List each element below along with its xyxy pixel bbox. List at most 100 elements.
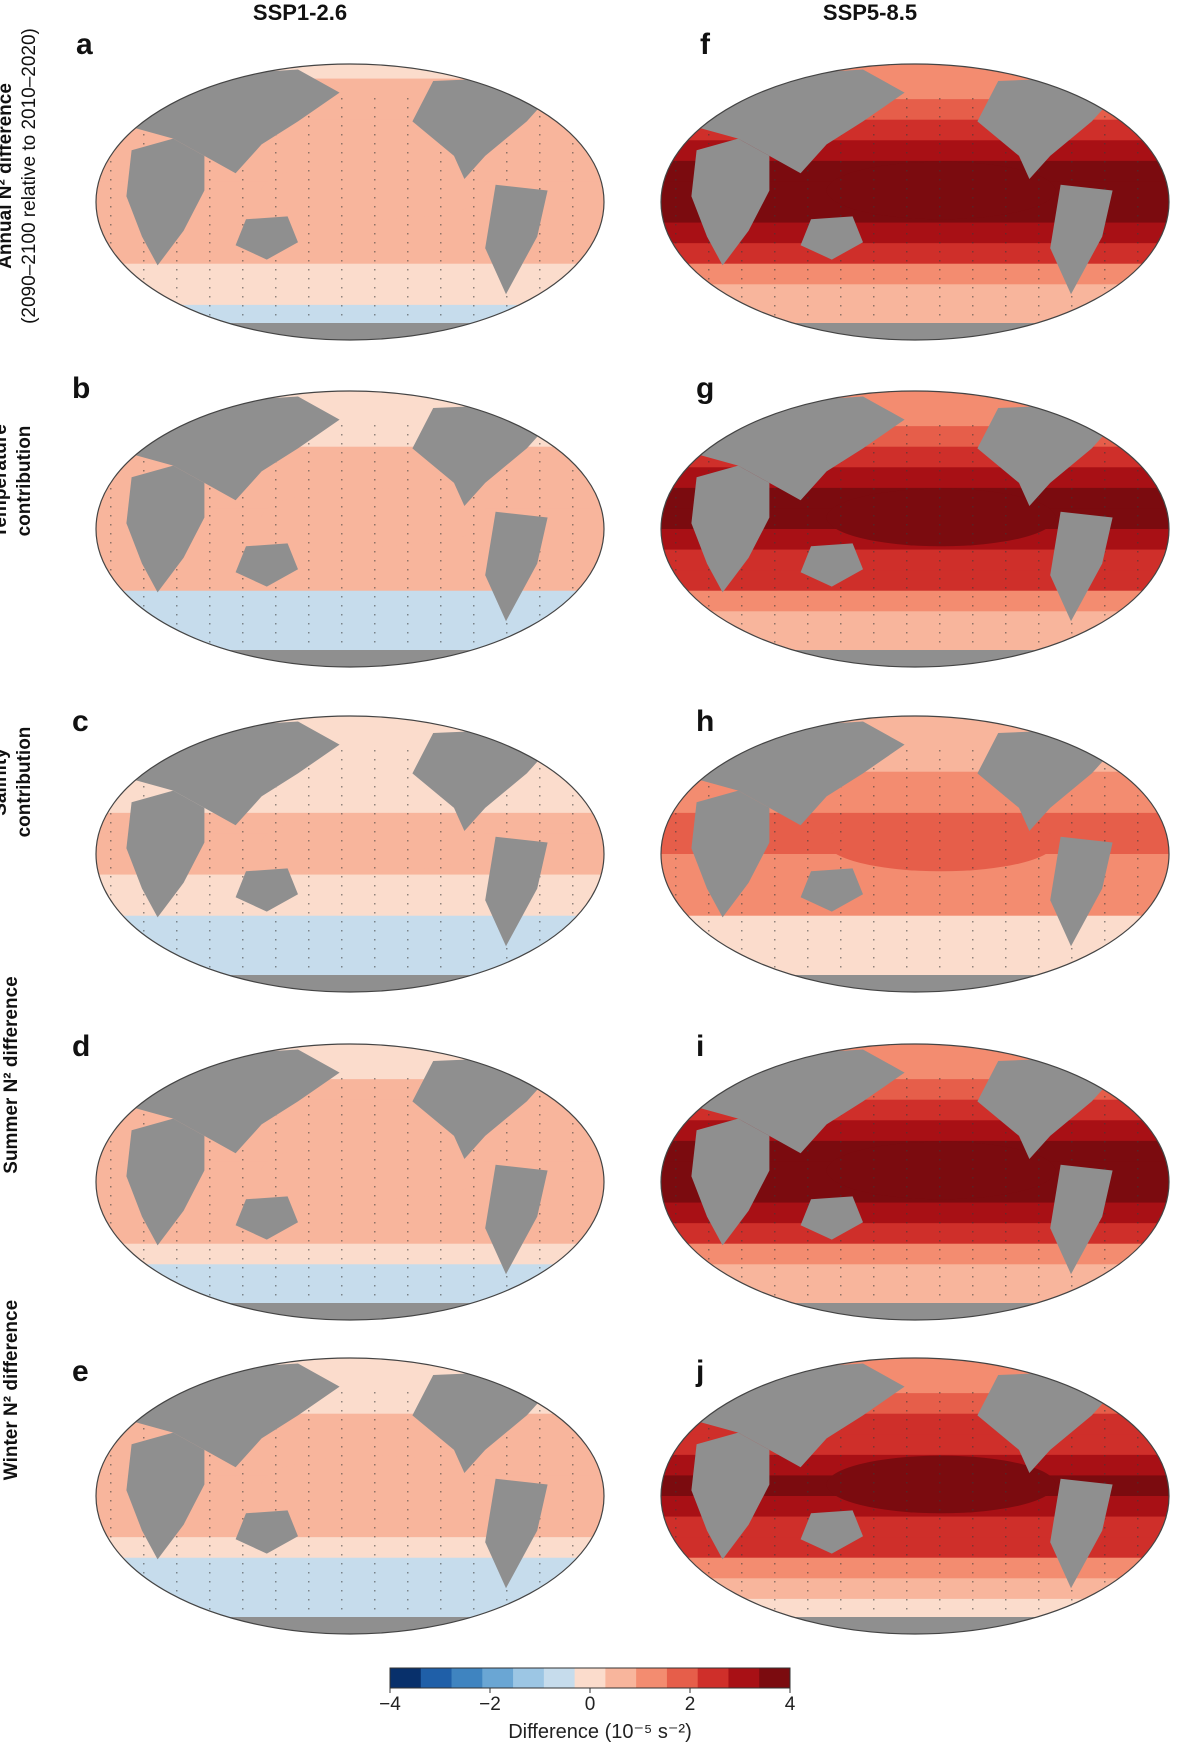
stipple-dot — [1137, 287, 1139, 289]
stipple-dot — [407, 777, 409, 779]
stipple-dot — [440, 894, 442, 896]
stipple-dot — [675, 1437, 677, 1439]
stipple-dot — [242, 1563, 244, 1565]
stipple-dot — [242, 903, 244, 905]
stipple-dot — [840, 1186, 842, 1188]
stipple-dot — [440, 1267, 442, 1269]
stipple-dot — [1104, 1285, 1106, 1287]
stipple-dot — [675, 1500, 677, 1502]
stipple-dot — [1038, 533, 1040, 535]
stipple-dot — [840, 269, 842, 271]
stipple-dot — [275, 632, 277, 634]
stipple-dot — [939, 1159, 941, 1161]
stipple-dot — [708, 470, 710, 472]
stipple-dot — [1038, 1491, 1040, 1493]
stipple-dot — [972, 885, 974, 887]
stipple-dot — [807, 1195, 809, 1197]
stipple-dot — [708, 921, 710, 923]
stipple-dot — [143, 278, 145, 280]
stipple-dot — [572, 1132, 574, 1134]
stipple-dot — [675, 134, 677, 136]
stipple-dot — [308, 849, 310, 851]
stipple-dot — [308, 1608, 310, 1610]
stipple-dot — [906, 605, 908, 607]
stipple-dot — [341, 206, 343, 208]
stipple-dot — [675, 614, 677, 616]
stipple-dot — [708, 578, 710, 580]
stipple-dot — [143, 786, 145, 788]
stipple-dot — [939, 777, 941, 779]
stipple-dot — [1071, 1599, 1073, 1601]
stipple-dot — [939, 1105, 941, 1107]
stipple-dot — [539, 939, 541, 941]
stipple-dot — [708, 1599, 710, 1601]
stipple-dot — [374, 957, 376, 959]
stipple-dot — [275, 488, 277, 490]
stipple-dot — [308, 1455, 310, 1457]
stipple-dot — [341, 1482, 343, 1484]
stipple-dot — [374, 1168, 376, 1170]
stipple-dot — [774, 912, 776, 914]
stipple-dot — [972, 233, 974, 235]
ocean-band — [96, 1537, 604, 1559]
stipple-dot — [275, 269, 277, 271]
stipple-dot — [308, 314, 310, 316]
stipple-dot — [741, 1581, 743, 1583]
stipple-dot — [972, 1285, 974, 1287]
stipple-dot — [774, 179, 776, 181]
stipple-dot — [675, 497, 677, 499]
stipple-dot — [572, 623, 574, 625]
stipple-dot — [1137, 1096, 1139, 1098]
stipple-dot — [242, 1572, 244, 1574]
stipple-dot — [1104, 1608, 1106, 1610]
stipple-dot — [110, 497, 112, 499]
stipple-dot — [939, 876, 941, 878]
land-mass — [800, 543, 863, 587]
stipple-dot — [675, 1554, 677, 1556]
stipple-dot — [143, 296, 145, 298]
stipple-dot — [440, 903, 442, 905]
stipple-dot — [374, 1177, 376, 1179]
stipple-dot — [209, 587, 211, 589]
stipple-dot — [675, 251, 677, 253]
stipple-dot — [939, 1491, 941, 1493]
stipple-dot — [242, 524, 244, 526]
stipple-dot — [506, 296, 508, 298]
stipple-dot — [341, 1545, 343, 1547]
stipple-dot — [1038, 894, 1040, 896]
stipple-dot — [341, 939, 343, 941]
stipple-dot — [374, 1518, 376, 1520]
stipple-dot — [939, 314, 941, 316]
stipple-dot — [1038, 170, 1040, 172]
stipple-dot — [1005, 569, 1007, 571]
stipple-dot — [939, 867, 941, 869]
stipple-dot — [774, 215, 776, 217]
stipple-dot — [675, 957, 677, 959]
stipple-dot — [906, 1195, 908, 1197]
stipple-dot — [873, 1518, 875, 1520]
stipple-dot — [143, 939, 145, 941]
stipple-dot — [708, 1410, 710, 1412]
stipple-dot — [473, 1491, 475, 1493]
stipple-dot — [374, 233, 376, 235]
stipple-dot — [840, 623, 842, 625]
stipple-dot — [539, 425, 541, 427]
land-mass — [800, 1510, 863, 1554]
stipple-dot — [143, 921, 145, 923]
stipple-dot — [242, 1608, 244, 1610]
stipple-dot — [675, 470, 677, 472]
stipple-dot — [1137, 1240, 1139, 1242]
stipple-dot — [341, 1168, 343, 1170]
stipple-dot — [440, 858, 442, 860]
stipple-dot — [972, 831, 974, 833]
stipple-dot — [906, 434, 908, 436]
stipple-dot — [708, 1608, 710, 1610]
stipple-dot — [906, 777, 908, 779]
stipple-dot — [539, 1150, 541, 1152]
stipple-dot — [1005, 170, 1007, 172]
stipple-dot — [572, 849, 574, 851]
ocean-band — [96, 730, 604, 753]
stipple-dot — [143, 287, 145, 289]
stipple-dot — [939, 813, 941, 815]
stipple-dot — [308, 479, 310, 481]
